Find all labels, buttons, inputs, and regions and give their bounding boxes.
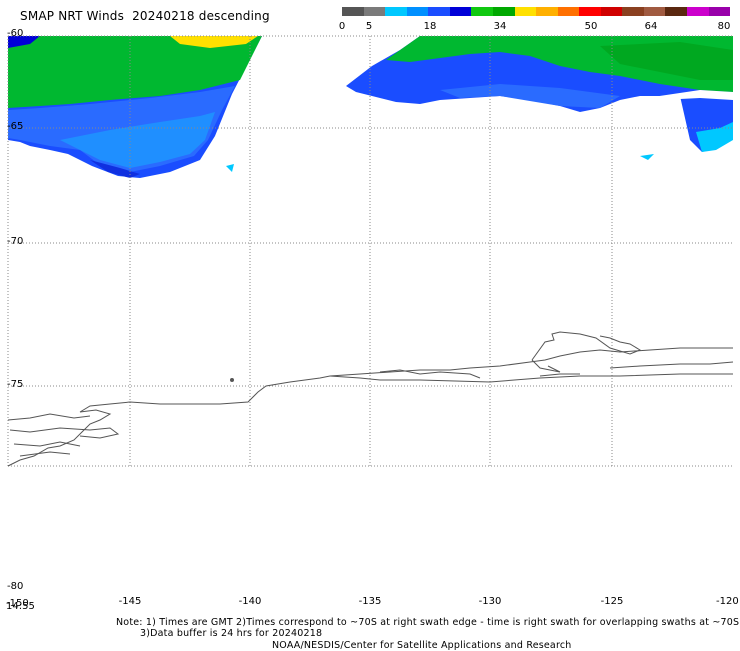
colorbar-segment: [406, 7, 429, 16]
colorbar-segment: [643, 7, 666, 16]
colorbar-segment: [600, 7, 623, 16]
colorbar-segment: [342, 7, 364, 16]
y-tick-minus70: -70: [7, 236, 24, 247]
colorbar-segment: [665, 7, 687, 16]
x-tick-minus150-overlap: -150: [6, 598, 29, 609]
colorbar-segment: [385, 7, 407, 16]
colorbar-label-64: 64: [644, 21, 658, 32]
colorbar-segment: [471, 7, 493, 16]
colorbar-segment: [428, 7, 450, 16]
colorbar-label-80: 80: [717, 21, 731, 32]
colorbar-segment: [492, 7, 515, 16]
y-tick-minus80: -80: [7, 581, 24, 592]
map-title: SMAP NRT Winds 20240218 descending: [20, 9, 270, 23]
colorbar-label-34: 34: [493, 21, 507, 32]
colorbar-segment: [557, 7, 580, 16]
x-tick-minus120: -120: [716, 596, 739, 607]
coastline: [7, 331, 734, 467]
note-line-1: Note: 1) Times are GMT 2)Times correspon…: [116, 617, 740, 628]
colorbar-segment: [687, 7, 709, 16]
colorbar-segment: [536, 7, 558, 16]
x-tick-minus145: -145: [118, 596, 142, 607]
x-tick-minus130: -130: [478, 596, 502, 607]
map-grid: [7, 35, 733, 467]
credit-line: NOAA/NESDIS/Center for Satellite Applica…: [272, 640, 572, 651]
colorbar-segment: [514, 7, 537, 16]
time-corner-label: 14:55: [6, 601, 35, 612]
wind-swath-left: [8, 36, 262, 178]
x-tick-minus125: -125: [600, 596, 624, 607]
y-tick-minus75: -75: [7, 379, 24, 390]
colorbar-label-18: 18: [423, 21, 437, 32]
colorbar-segment: [579, 7, 601, 16]
colorbar-label-5: 5: [365, 21, 373, 32]
y-tick-minus65: -65: [7, 121, 24, 132]
colorbar-label-0: 0: [338, 21, 346, 32]
title-pass: descending: [198, 9, 270, 23]
colorbar-segment: [363, 7, 386, 16]
y-tick-minus60: -60: [7, 28, 24, 39]
wind-speed-colorbar: [342, 7, 731, 16]
x-tick-minus135: -135: [358, 596, 382, 607]
wind-swath-right: [346, 36, 733, 160]
colorbar-segment: [708, 7, 731, 16]
colorbar-label-50: 50: [584, 21, 598, 32]
colorbar-segment: [449, 7, 472, 16]
colorbar-segment: [622, 7, 644, 16]
title-date: 20240218: [132, 9, 195, 23]
note-line-2: 3)Data buffer is 24 hrs for 20240218: [140, 628, 323, 639]
x-tick-minus140: -140: [238, 596, 262, 607]
title-product: SMAP NRT Winds: [20, 9, 125, 23]
